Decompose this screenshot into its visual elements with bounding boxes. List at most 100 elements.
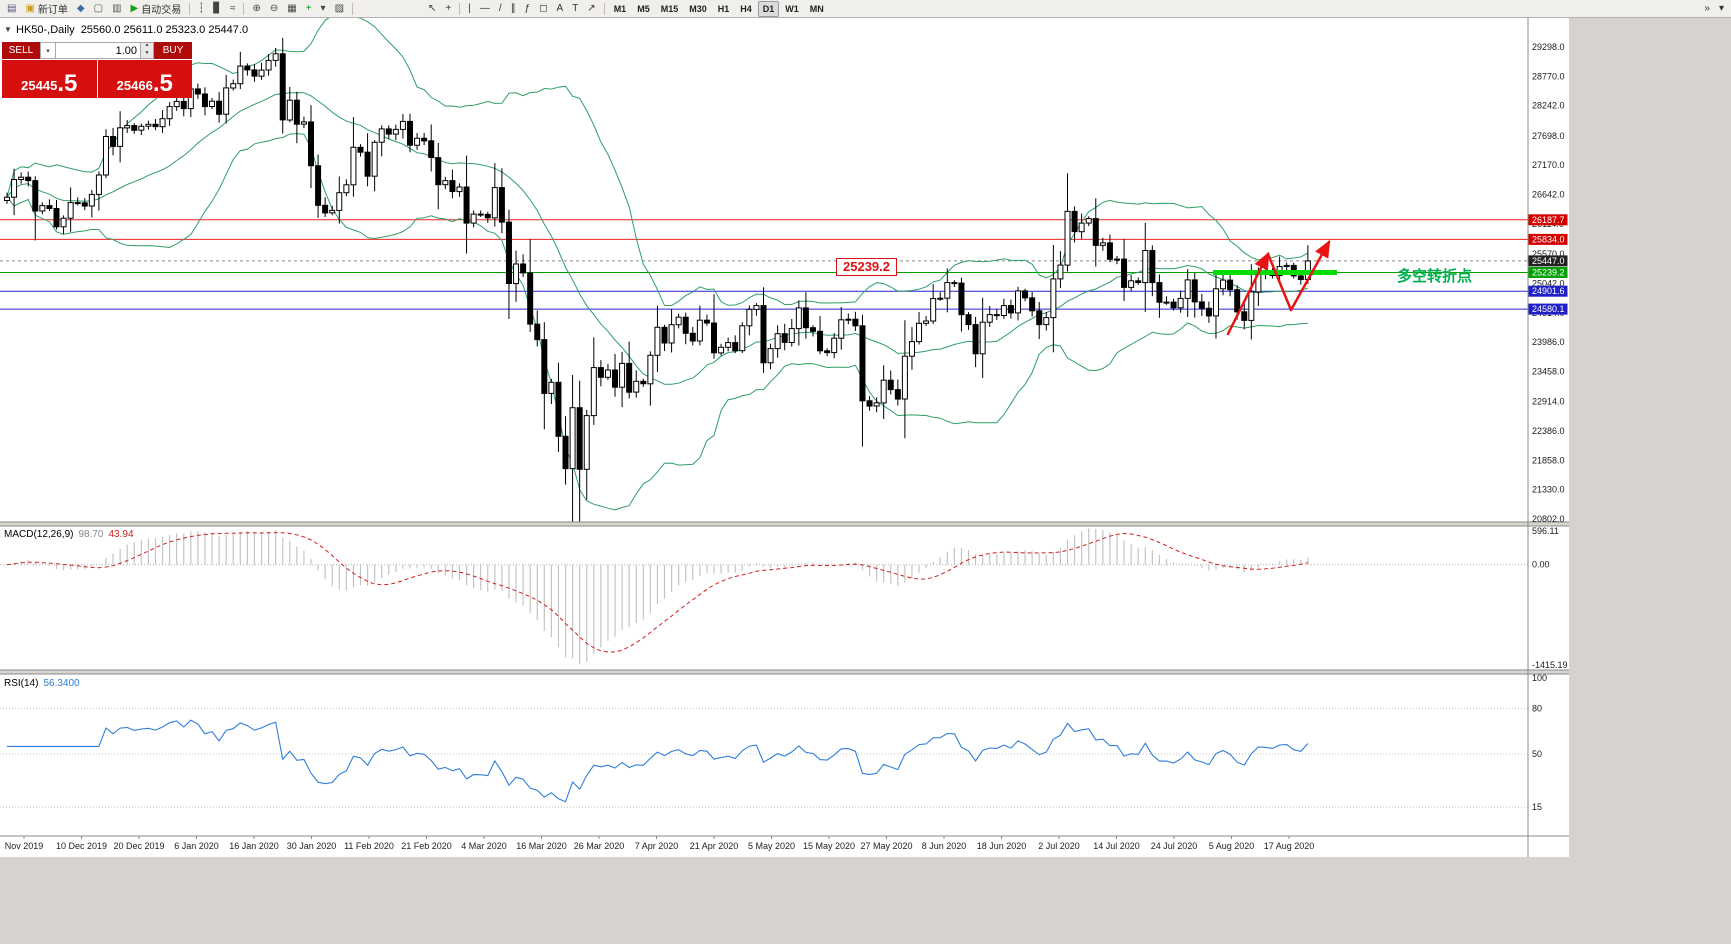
vertical-line-button[interactable]: | [464, 1, 475, 17]
timeframe-m15[interactable]: M15 [656, 1, 684, 17]
crosshair-button-icon: + [445, 2, 452, 14]
expert-advisors-button[interactable]: ◆ [73, 1, 89, 17]
buy-price-frac: .5 [152, 70, 173, 97]
chart-windows-button[interactable]: ▢ [90, 1, 107, 17]
buy-price-box[interactable]: 25466.5 [97, 60, 192, 98]
one-click-trade-panel: SELL ▾ ▲ ▼ BUY 25445.5 25466.5 [2, 42, 192, 98]
rsi-scale-label: 15 [1532, 802, 1542, 812]
panel-separator[interactable] [0, 670, 1569, 674]
date-label: 10 Dec 2019 [56, 841, 107, 851]
templates-button[interactable]: ▨ [331, 1, 348, 17]
arrows-button[interactable]: ↗ [583, 1, 599, 17]
candlestick-chart[interactable]: 29298.0 28770.0 28242.0 27698.0 27170.0 26642… [0, 18, 1569, 857]
price-plot-area[interactable] [0, 18, 1528, 526]
timeframe-m1[interactable]: M1 [609, 1, 632, 17]
autotrading-button-label: 自动交易 [141, 5, 182, 16]
price-tick-label: 22386.0 [1532, 426, 1565, 436]
date-label: 17 Aug 2020 [1264, 841, 1315, 851]
price-scale-drag-area[interactable] [1528, 18, 1569, 857]
crosshair-button[interactable]: + [441, 1, 455, 17]
time-scale-drag-area[interactable] [0, 836, 1528, 857]
date-label: 7 Apr 2020 [635, 841, 679, 851]
toolbar-separator [603, 2, 605, 15]
price-tick-label: 26642.0 [1532, 190, 1565, 200]
annotation-note[interactable]: 多空转折点 [1397, 268, 1473, 285]
autotrading-button[interactable]: ▶ 自动交易 [127, 1, 186, 17]
buy-button[interactable]: BUY [154, 42, 192, 59]
date-label: 24 Jul 2020 [1151, 841, 1198, 851]
trendline-button[interactable]: / [495, 1, 506, 17]
volume-down-button[interactable]: ▼ [141, 50, 153, 58]
price-level-badge [1528, 214, 1568, 226]
new-chart-button-icon: ▤ [7, 2, 17, 14]
indicators-button[interactable]: + [302, 1, 316, 17]
price-tick-label: 22914.0 [1532, 397, 1565, 407]
panel-separator[interactable] [0, 522, 1569, 526]
symbol-period-label: HK50-,Daily [16, 24, 75, 36]
zoom-in-button[interactable]: ⊕ [248, 1, 264, 17]
text-button[interactable]: A [553, 1, 568, 17]
macd-scale-label: 0.00 [1532, 560, 1550, 570]
data-window-button-icon: ▥ [112, 2, 122, 14]
new-chart-button[interactable]: ▤ [3, 1, 20, 17]
timeframe-w1[interactable]: W1 [780, 1, 804, 17]
ohlc-values: 25560.0 25611.0 25323.0 25447.0 [80, 24, 249, 36]
zoom-out-button[interactable]: ⊖ [266, 1, 282, 17]
grid-button[interactable]: ▦ [283, 1, 300, 17]
timeframe-w1-label: W1 [785, 3, 799, 14]
date-label: 4 Mar 2020 [461, 841, 507, 851]
bar-chart-button[interactable]: ┆ [194, 1, 208, 17]
trend-arrow-up-1[interactable] [1226, 251, 1270, 336]
date-label: 8 Jun 2020 [922, 841, 967, 851]
arrows-button-icon: ↗ [587, 2, 596, 14]
sell-price-box[interactable]: 25445.5 [2, 60, 97, 98]
new-order-button[interactable]: ▣ 新订单 [21, 1, 71, 17]
cursor-button[interactable]: ↖ [424, 1, 440, 17]
one-click-toggle[interactable]: ▼ [4, 25, 12, 34]
text-label-button[interactable]: T [568, 1, 582, 17]
bollinger-lower [6, 133, 1308, 511]
price-tick-label: 27170.0 [1532, 160, 1565, 170]
timeframe-h4[interactable]: H4 [735, 1, 757, 17]
candles-layer [4, 37, 1311, 522]
vertical-line-button-icon: | [468, 2, 471, 14]
sell-button[interactable]: SELL [2, 42, 40, 59]
timeframe-m5[interactable]: M5 [632, 1, 655, 17]
timeframe-m30[interactable]: M30 [684, 1, 712, 17]
price-level-flag[interactable]: 25239.2 [836, 258, 897, 276]
date-label: 20 Dec 2019 [113, 841, 164, 851]
volume-dropdown[interactable]: ▾ [40, 42, 56, 59]
shapes-button[interactable]: ◻ [535, 1, 551, 17]
price-tick-label: 21858.0 [1532, 455, 1565, 465]
date-label: 5 May 2020 [748, 841, 795, 851]
line-chart-button[interactable]: ≈ [226, 1, 240, 17]
templates-button-icon: ▨ [334, 2, 345, 14]
rsi-name: RSI(14) [4, 678, 39, 689]
rsi-scale-label: 80 [1532, 703, 1542, 713]
sell-price-frac: .5 [57, 70, 78, 97]
volume-input[interactable] [56, 44, 140, 57]
date-label: 14 Jul 2020 [1093, 841, 1140, 851]
date-label: 2 Jul 2020 [1038, 841, 1080, 851]
price-tick-label: 27698.0 [1532, 131, 1565, 141]
timeframe-h1[interactable]: H1 [713, 1, 735, 17]
chart-window[interactable]: 29298.0 28770.0 28242.0 27698.0 27170.0 26642… [0, 18, 1569, 857]
toolbar-overflow-button[interactable]: » [1700, 1, 1714, 17]
timeframe-mn[interactable]: MN [805, 1, 829, 17]
horizontal-line-button[interactable]: — [476, 1, 494, 17]
candlestick-chart-button[interactable]: ▊ [209, 1, 225, 17]
fibonacci-button[interactable]: ƒ [521, 1, 535, 17]
price-tick-label: 29298.0 [1532, 42, 1565, 52]
periods-button[interactable]: ▾ [317, 1, 330, 17]
channel-button[interactable]: ∥ [507, 1, 520, 17]
data-window-button[interactable]: ▥ [108, 1, 125, 17]
rsi-scale-label: 50 [1532, 749, 1542, 759]
timeframe-d1[interactable]: D1 [757, 0, 780, 17]
volume-up-button[interactable]: ▲ [141, 43, 153, 51]
timeframe-h4-label: H4 [740, 3, 752, 14]
cursor-button-icon: ↖ [428, 2, 437, 14]
trend-arrow-up-2[interactable] [1289, 239, 1331, 312]
toolbar-menu-button[interactable]: ▾ [1715, 1, 1728, 17]
trend-arrow-down[interactable] [1266, 252, 1293, 312]
